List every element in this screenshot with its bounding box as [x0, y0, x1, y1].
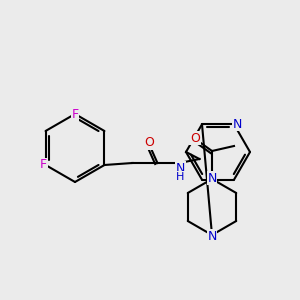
Text: H: H: [176, 172, 184, 182]
Text: N: N: [176, 161, 185, 175]
Text: N: N: [207, 172, 217, 184]
Text: F: F: [40, 158, 47, 172]
Text: F: F: [71, 107, 79, 121]
Text: O: O: [145, 136, 154, 149]
Text: N: N: [207, 230, 217, 242]
Text: N: N: [232, 118, 242, 131]
Text: O: O: [190, 131, 200, 145]
